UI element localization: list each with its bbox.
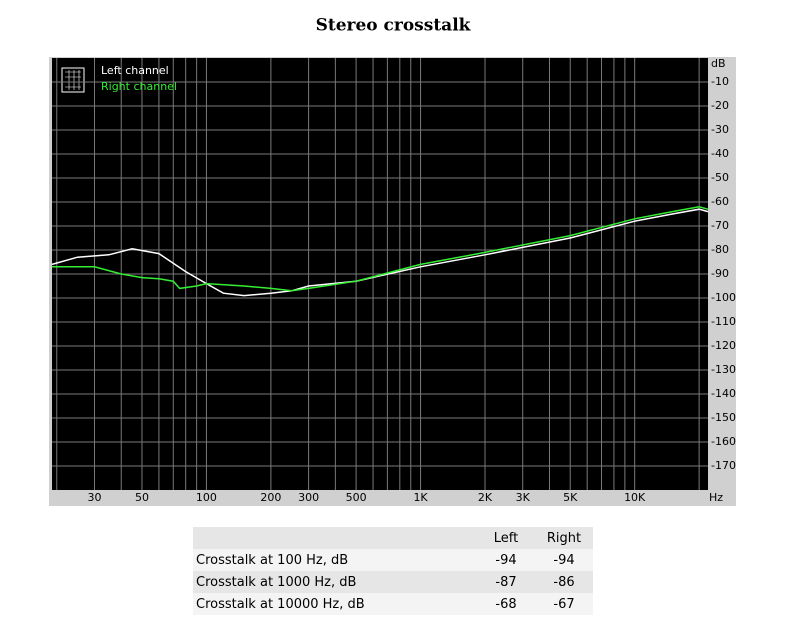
table-row: Crosstalk at 10000 Hz, dB -68 -67 — [193, 593, 593, 615]
chart-title: Stereo crosstalk — [316, 16, 472, 36]
y-tick-label: -70 — [711, 219, 729, 232]
y-tick-label: -90 — [711, 267, 729, 280]
table-row: Crosstalk at 100 Hz, dB -94 -94 — [193, 549, 593, 571]
y-tick-label: -150 — [711, 411, 736, 424]
value-cell: -67 — [553, 596, 575, 612]
value-cell: -94 — [495, 552, 517, 568]
x-tick-label: 3K — [516, 491, 531, 504]
x-tick-label: 50 — [135, 491, 149, 504]
x-tick-label: 500 — [346, 491, 367, 504]
data-line — [52, 206, 709, 292]
table-row: Crosstalk at 1000 Hz, dB -87 -86 — [193, 571, 593, 593]
y-tick-label: -130 — [711, 363, 736, 376]
y-tick-label: -10 — [711, 75, 729, 88]
x-tick-label: 200 — [260, 491, 281, 504]
chart: Stereo crosstalk -10 -20 -30 -40 -50 -60 -70 -8… — [49, 16, 736, 506]
x-tick-label: 2K — [478, 491, 493, 504]
x-tick-label: 300 — [298, 491, 319, 504]
y-tick-label: -140 — [711, 387, 736, 400]
data-line — [51, 208, 709, 297]
y-tick-label: -30 — [711, 123, 729, 136]
y-tick-label: -20 — [711, 99, 729, 112]
x-tick-label: 100 — [196, 491, 217, 504]
header-cell: Left — [493, 530, 519, 546]
legend-label: Right channel — [101, 80, 177, 93]
header-cell: Right — [546, 530, 582, 546]
value-cell: -87 — [495, 574, 517, 590]
y-unit: dB — [711, 57, 726, 70]
y-tick-label: -50 — [711, 171, 729, 184]
label-cell: Crosstalk at 10000 Hz, dB — [196, 596, 365, 612]
x-unit: Hz — [709, 491, 723, 504]
label-cell: Crosstalk at 1000 Hz, dB — [196, 574, 357, 590]
y-tick-label: -170 — [711, 459, 736, 472]
x-tick-label: 1K — [413, 491, 428, 504]
results-table: Left Right Crosstalk at 100 Hz, dB -94 -94 Cr… — [193, 527, 593, 615]
y-tick-label: -60 — [711, 195, 729, 208]
y-tick-label: -160 — [711, 435, 736, 448]
x-tick-label: 10K — [624, 491, 646, 504]
y-tick-label: -100 — [711, 291, 736, 304]
header-cell — [193, 527, 477, 549]
x-tick-label: 30 — [87, 491, 101, 504]
value-cell: -86 — [553, 574, 575, 590]
legend-label: Left channel — [101, 64, 169, 77]
y-tick-label: -120 — [711, 339, 736, 352]
x-tick-label: 5K — [563, 491, 578, 504]
label-cell: Crosstalk at 100 Hz, dB — [196, 552, 349, 568]
value-cell: -94 — [553, 552, 575, 568]
y-tick-label: -80 — [711, 243, 729, 256]
header-row: Left Right — [193, 527, 593, 549]
value-cell: -68 — [495, 596, 517, 612]
y-tick-label: -110 — [711, 315, 736, 328]
y-tick-label: -40 — [711, 147, 729, 160]
